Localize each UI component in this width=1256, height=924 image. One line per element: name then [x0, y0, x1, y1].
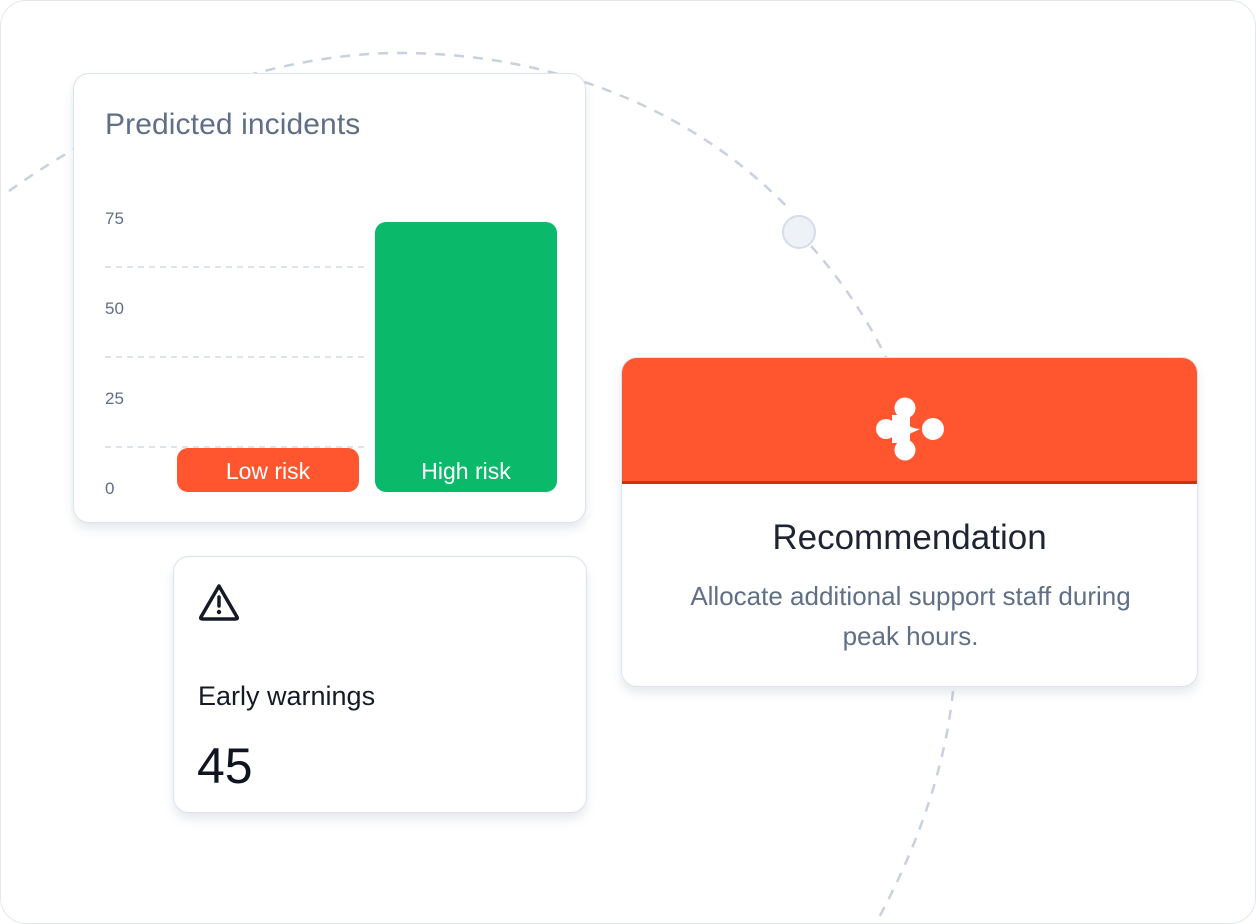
early-warnings-label: Early warnings [198, 681, 376, 711]
early-warnings-card: Early warnings 45 [173, 556, 587, 813]
predicted-incidents-card: Predicted incidents 0 25 50 75 Low risk High … [73, 73, 586, 523]
recommendation-header [622, 358, 1197, 484]
warning-triangle-icon [198, 584, 240, 621]
y-tick-label: 25 [105, 389, 124, 408]
bar-high-risk [375, 222, 557, 492]
y-tick-label: 0 [105, 479, 114, 498]
bar-label: High risk [421, 458, 511, 484]
y-tick-label: 50 [105, 299, 124, 318]
recommendation-body: Allocate additional support staff during… [690, 581, 1131, 651]
y-tick-label: 75 [105, 209, 124, 228]
bar-label: Low risk [226, 458, 311, 484]
recommendation-logo-icon [876, 397, 944, 461]
recommendation-card: Recommendation Allocate additional suppo… [621, 357, 1198, 687]
chart-title: Predicted incidents [105, 108, 361, 141]
bar-low-risk [177, 448, 359, 492]
early-warnings-value: 45 [197, 738, 253, 794]
recommendation-title: Recommendation [772, 518, 1047, 557]
bar-chart: 0 25 50 75 Low risk High risk [105, 209, 557, 498]
